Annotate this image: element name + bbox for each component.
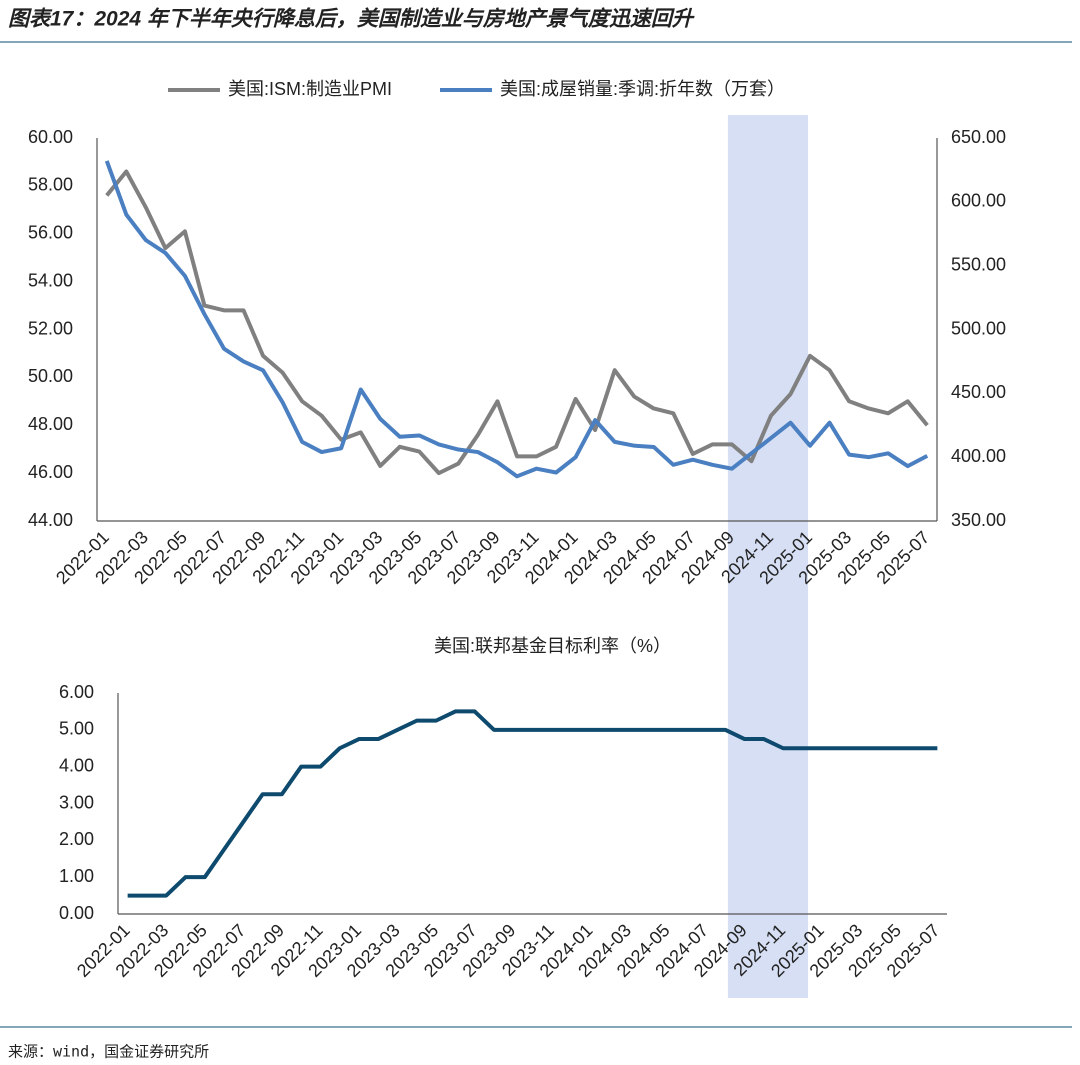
y-tick-label: 48.00 [28, 414, 73, 434]
y-tick-label: 52.00 [28, 318, 73, 338]
shade-layer [727, 115, 809, 998]
chart-title: 美国:联邦基金目标利率（%） [434, 636, 671, 656]
series-line [104, 160, 929, 479]
y-tick-label: 1.00 [59, 866, 94, 886]
y-tick-label: 0.00 [59, 903, 94, 923]
y2-tick-label: 650.00 [951, 127, 1006, 147]
source: 来源：wind，国金证券研究所 [8, 1043, 209, 1061]
series-line [105, 169, 929, 476]
y-tick-label: 44.00 [28, 510, 73, 530]
y-tick-label: 3.00 [59, 792, 94, 812]
series-line [127, 709, 938, 898]
legend-label: 美国:ISM:制造业PMI [228, 79, 392, 99]
legend-label: 美国:成屋销量:季调:折年数（万套） [500, 79, 785, 99]
y-tick-label: 56.00 [28, 223, 73, 243]
y2-tick-label: 400.00 [951, 446, 1006, 466]
y2-tick-label: 550.00 [951, 254, 1006, 274]
y2-tick-label: 500.00 [951, 318, 1006, 338]
y-tick-label: 2.00 [59, 829, 94, 849]
y-tick-label: 5.00 [59, 719, 94, 739]
y-tick-label: 46.00 [28, 462, 73, 482]
y2-tick-label: 450.00 [951, 382, 1006, 402]
y2-tick-label: 600.00 [951, 191, 1006, 211]
y-tick-label: 58.00 [28, 175, 73, 195]
y-tick-label: 50.00 [28, 366, 73, 386]
y-tick-label: 6.00 [59, 682, 94, 702]
y-tick-label: 60.00 [28, 127, 73, 147]
highlight-band [727, 115, 809, 998]
y-tick-label: 4.00 [59, 755, 94, 775]
y2-tick-label: 350.00 [951, 510, 1006, 530]
page-title: 图表17：2024 年下半年央行降息后，美国制造业与房地产景气度迅速回升 [8, 7, 695, 31]
y-tick-label: 54.00 [28, 270, 73, 290]
